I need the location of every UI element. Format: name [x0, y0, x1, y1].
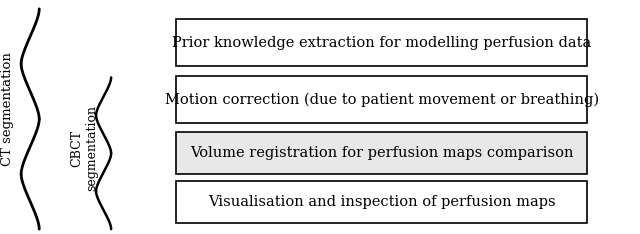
FancyBboxPatch shape — [177, 132, 587, 174]
Text: CBCT
segmentation: CBCT segmentation — [70, 105, 98, 191]
Text: Motion correction (due to patient movement or breathing): Motion correction (due to patient moveme… — [164, 92, 599, 107]
Text: Volume registration for perfusion maps comparison: Volume registration for perfusion maps c… — [190, 146, 573, 160]
FancyBboxPatch shape — [177, 181, 587, 223]
FancyBboxPatch shape — [177, 76, 587, 123]
Text: Visualisation and inspection of perfusion maps: Visualisation and inspection of perfusio… — [208, 195, 556, 209]
FancyBboxPatch shape — [177, 19, 587, 66]
Text: CT segmentation: CT segmentation — [1, 52, 14, 166]
Text: Prior knowledge extraction for modelling perfusion data: Prior knowledge extraction for modelling… — [172, 36, 591, 50]
